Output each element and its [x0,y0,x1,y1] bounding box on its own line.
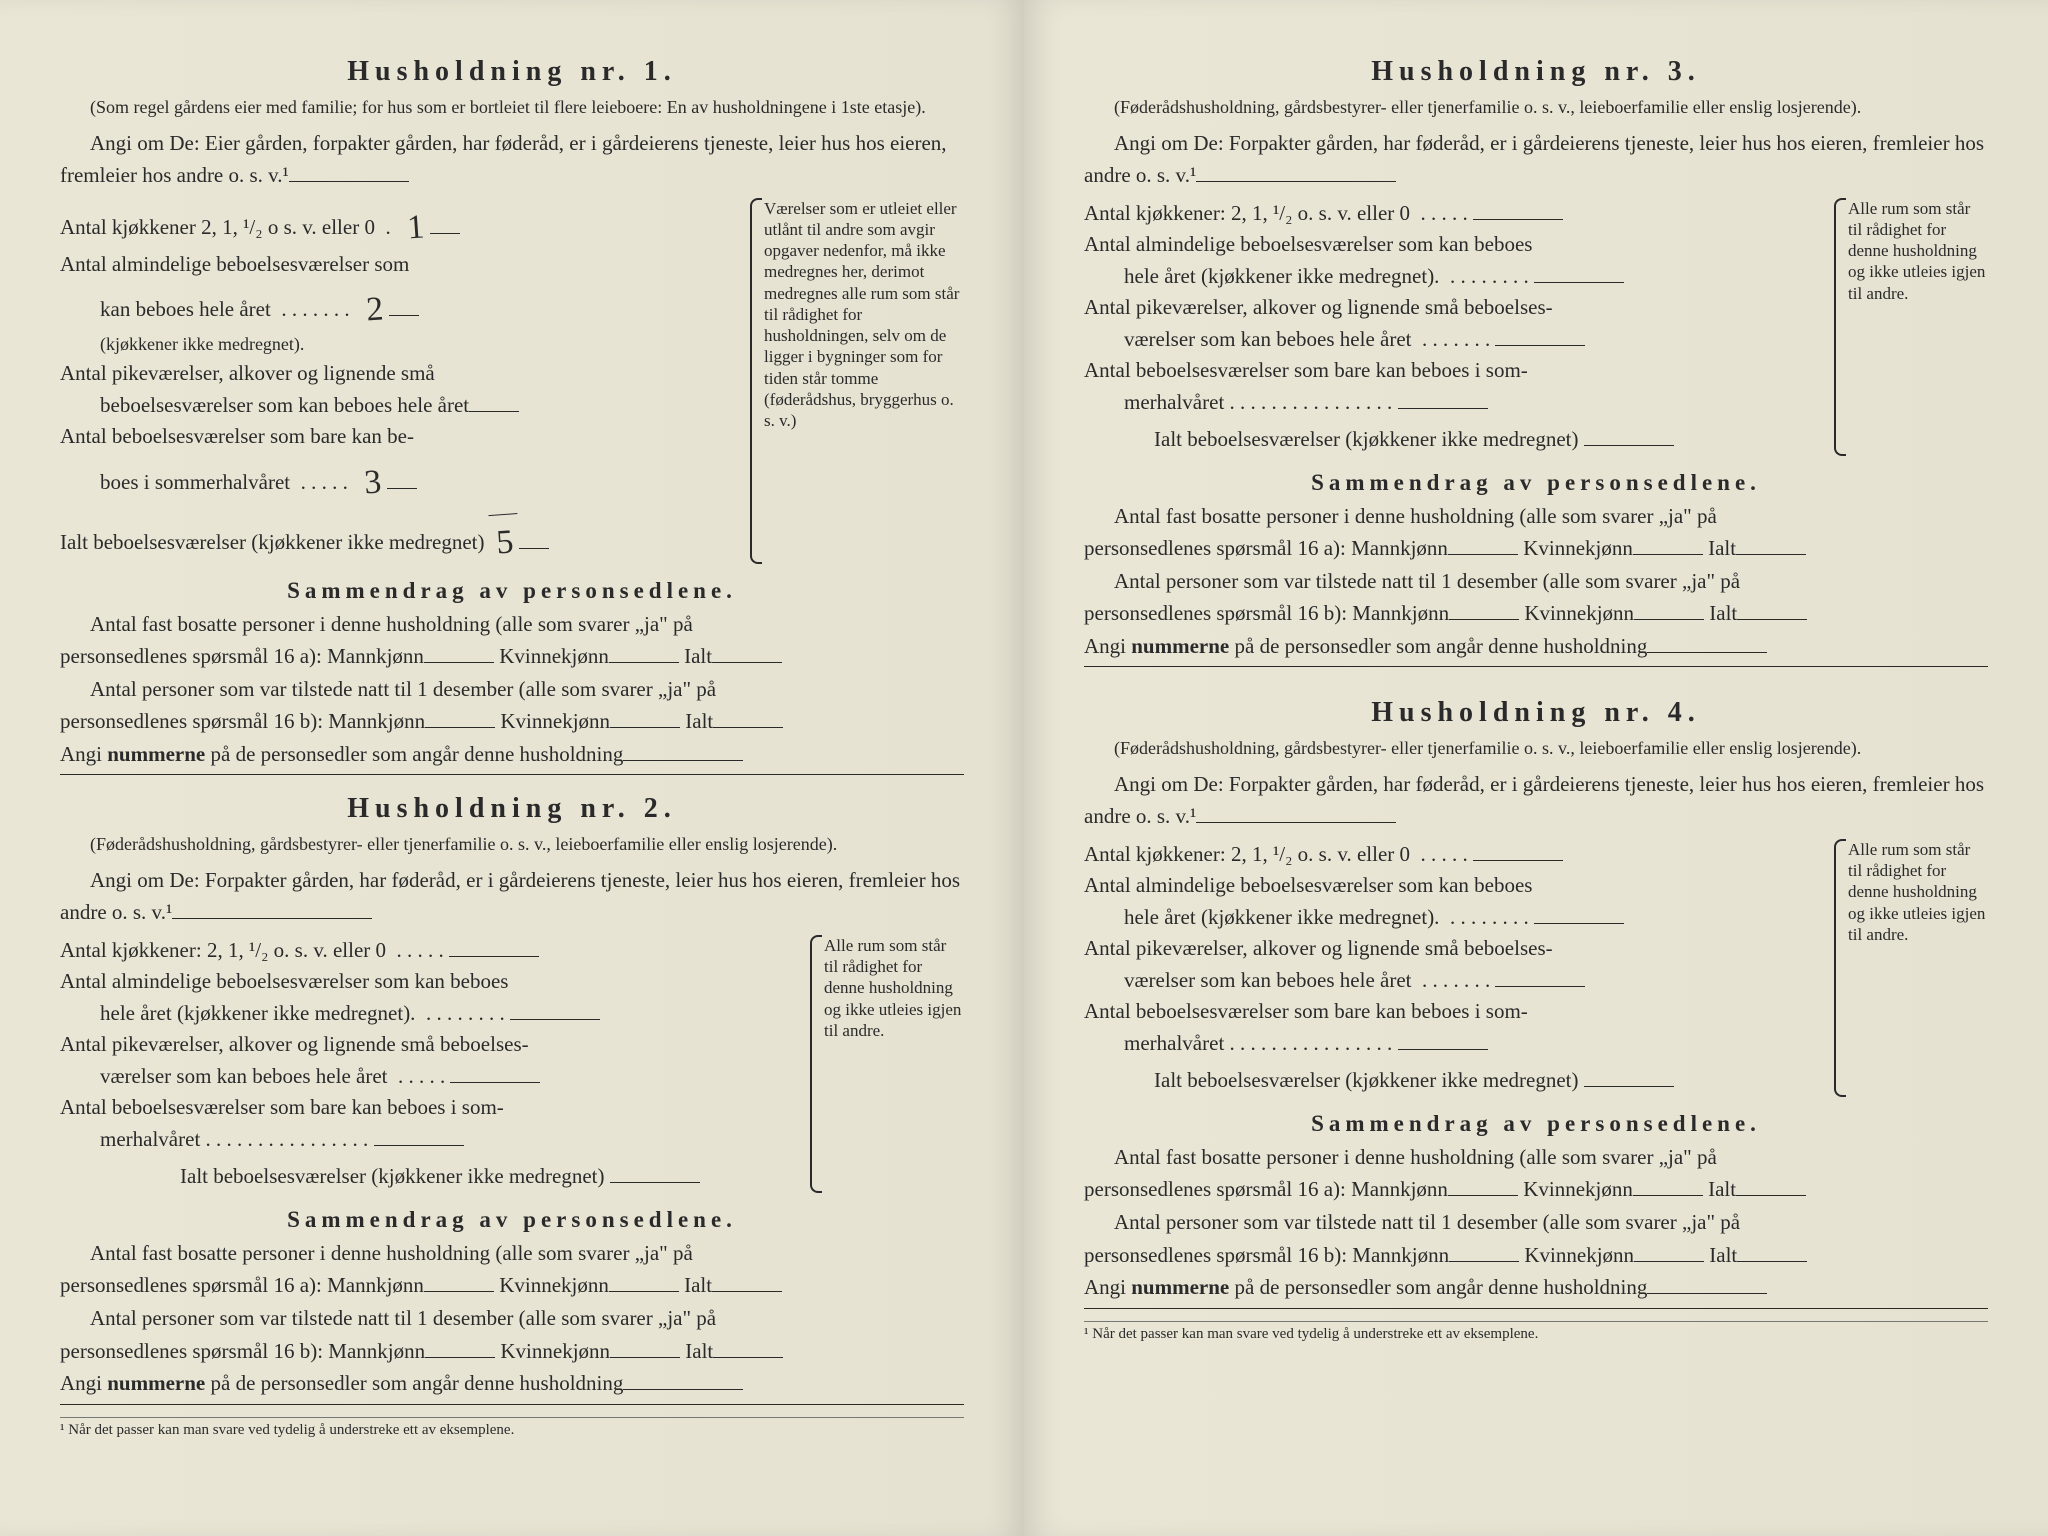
left-page: Husholdning nr. 1. (Som regel gårdens ei… [0,0,1024,1536]
footnote-left: ¹ Når det passer kan man svare ved tydel… [60,1417,964,1439]
hh1-r2-val: 2 [359,283,391,336]
footnote-right: ¹ Når det passer kan man svare ved tydel… [1084,1321,1988,1343]
hh3-sidenote: Alle rum som står til rådighet for denne… [1833,198,1988,456]
hh3-title: Husholdning nr. 3. [1084,56,1988,88]
hh2-title: Husholdning nr. 2. [60,793,964,825]
household-4: Husholdning nr. 4. (Føderådshusholdning,… [1084,697,1988,1308]
hh1-sidenote: Værelser som er utleiet eller utlånt til… [749,198,964,564]
household-2: Husholdning nr. 2. (Føderådshusholdning,… [60,793,964,1404]
household-1: Husholdning nr. 1. (Som regel gårdens ei… [60,56,964,775]
hh1-title: Husholdning nr. 1. [60,56,964,88]
samm1-title: Sammendrag av personsedlene. [60,578,964,604]
hh1-r5-val: 5 [488,513,521,569]
hh1-r4-val: 3 [357,456,389,509]
hh4-title: Husholdning nr. 4. [1084,697,1988,729]
hh1-paren: (Som regel gårdens eier med familie; for… [60,96,964,119]
hh2-sidenote: Alle rum som står til rådighet for denne… [809,935,964,1193]
right-page: Husholdning nr. 3. (Føderådshusholdning,… [1024,0,2048,1536]
hh1-angi: Angi om De: Eier gården, forpakter gårde… [60,127,964,192]
hh1-r1-val: 1 [400,201,432,254]
household-3: Husholdning nr. 3. (Føderådshusholdning,… [1084,56,1988,667]
hh4-sidenote: Alle rum som står til rådighet for denne… [1833,839,1988,1097]
hh1-r1: Antal kjøkkener 2, 1, ¹/₂ o s. v. eller … [60,215,375,239]
